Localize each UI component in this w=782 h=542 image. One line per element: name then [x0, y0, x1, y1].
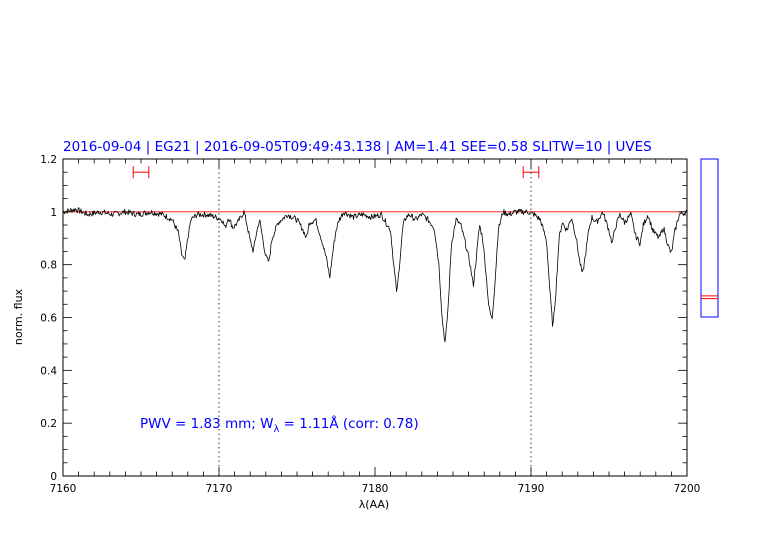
reference-lines	[218, 159, 532, 476]
side-panel-markers	[701, 295, 718, 300]
spectrum-line	[62, 207, 688, 343]
y-tick-label: 1	[50, 207, 57, 219]
pwv-annotation: PWV = 1.83 mm; Wλ = 1.11Å (corr: 0.78)	[140, 415, 419, 435]
x-tick-label: 7190	[518, 483, 545, 495]
y-tick-label: 0.4	[40, 365, 57, 377]
marker-range	[522, 166, 540, 179]
y-axis-ticks: 0 0.2 0.4 0.6 0.8 1 1.2	[40, 154, 687, 483]
y-tick-label: 1.2	[40, 154, 57, 166]
y-tick-label: 0.6	[40, 313, 57, 325]
x-tick-label: 7200	[674, 483, 701, 495]
y-tick-label: 0.8	[40, 260, 57, 272]
pwv-prefix: PWV = 1.83 mm; W	[140, 416, 273, 432]
y-axis-label: norm. flux	[12, 288, 25, 345]
marker-ranges	[132, 166, 540, 179]
plot-area: 7160 7170 7180 7190 7200 0 0.2 0.4 0.6 0.8 1 1.2	[40, 154, 700, 495]
x-tick-label: 7180	[362, 483, 389, 495]
marker-range	[132, 166, 150, 179]
x-axis-ticks: 7160 7170 7180 7190 7200	[50, 159, 701, 495]
x-tick-label: 7170	[206, 483, 233, 495]
y-tick-label: 0	[50, 471, 57, 483]
side-panel-frame	[700, 158, 719, 318]
chart-title: 2016-09-04 | EG21 | 2016-09-05T09:49:43.…	[63, 139, 652, 155]
pwv-subscript: λ	[273, 424, 279, 435]
y-tick-label: 0.2	[40, 418, 57, 430]
x-tick-label: 7160	[50, 483, 77, 495]
side-panel	[700, 158, 719, 318]
pwv-suffix: = 1.11Å (corr: 0.78)	[279, 415, 418, 432]
x-axis-label: λ(AA)	[359, 498, 389, 511]
